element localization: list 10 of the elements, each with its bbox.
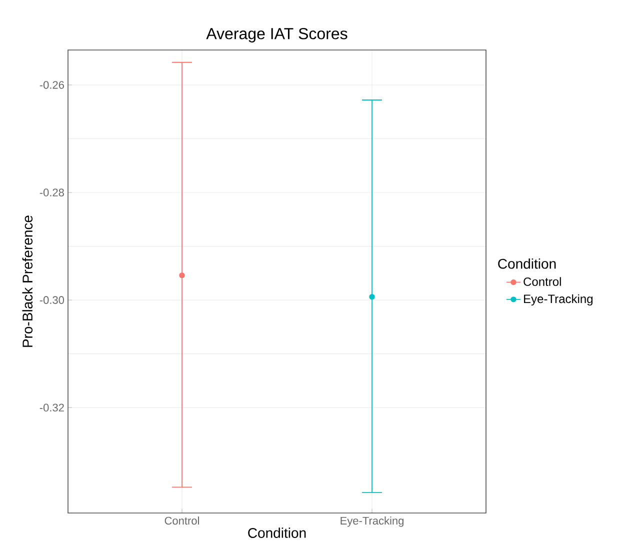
- legend-label: Eye-Tracking: [524, 294, 593, 306]
- y-tick-label: -0.30: [40, 296, 64, 304]
- legend-label: Control: [524, 277, 561, 286]
- y-tick-label: -0.32: [40, 404, 64, 412]
- y-tick-label: -0.26: [40, 81, 64, 89]
- legend-title: Condition: [498, 258, 556, 269]
- x-axis-title: Condition: [248, 528, 306, 538]
- chart-title: Average IAT Scores: [206, 28, 348, 42]
- y-tick-label: -0.28: [40, 188, 64, 196]
- y-axis-title: Pro-Black Preference: [22, 216, 33, 347]
